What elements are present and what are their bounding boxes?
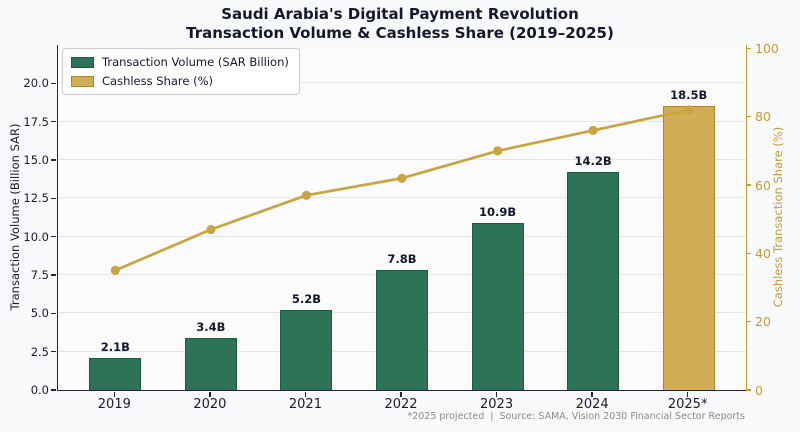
plot-area: 2.1B 3.4B 5.2B 7.8B 10.9B 14.2B 18.5B (57, 45, 747, 391)
right-tick-mark (746, 252, 751, 255)
right-tick-mark (746, 321, 751, 323)
x-tick-label: 2024 (575, 397, 609, 412)
gridline (58, 120, 746, 122)
legend-label-share: Cashless Share (%) (102, 74, 214, 88)
x-tick-label: 2021 (288, 397, 322, 412)
left-tick-mark (51, 236, 56, 238)
line-marker (206, 224, 216, 235)
x-tick-label: 2025* (667, 397, 708, 412)
bar-value-label: 10.9B (478, 204, 517, 219)
bar-2024 (567, 172, 620, 390)
right-tick-label: 40 (755, 245, 771, 261)
line-marker (301, 190, 311, 200)
left-tick-label: 5.0 (30, 306, 49, 321)
line-marker (588, 125, 598, 135)
left-tick-mark (51, 312, 56, 315)
left-tick-label: 0.0 (30, 383, 49, 397)
bar-value-label: 14.2B (574, 154, 612, 169)
right-tick-label: 20 (755, 314, 771, 330)
x-tick-mark (591, 392, 593, 397)
left-tick-mark (51, 351, 56, 353)
bar-value-label: 2.1B (100, 339, 130, 354)
right-tick-mark (746, 389, 751, 391)
x-tick-label: 2023 (480, 397, 514, 412)
left-tick-label: 2.5 (30, 344, 49, 359)
x-tick-mark (687, 392, 689, 397)
bar-value-label: 3.4B (196, 319, 226, 334)
legend: Transaction Volume (SAR Billion) Cashles… (62, 48, 300, 95)
left-tick-mark (51, 82, 56, 85)
left-tick-mark (51, 121, 56, 123)
x-tick-label: 2020 (193, 397, 227, 412)
right-tick-mark (746, 47, 751, 50)
chart-title: Saudi Arabia's Digital Payment Revolutio… (0, 5, 800, 43)
cashless-share-line (110, 105, 694, 275)
bar-2020 (184, 337, 237, 390)
right-tick-mark (746, 116, 751, 118)
bar-2022 (376, 270, 428, 390)
left-tick-mark (51, 197, 56, 200)
bar-value-label: 5.2B (291, 292, 321, 307)
bar-2021 (280, 310, 333, 390)
bar-2023 (471, 222, 524, 390)
right-tick-label: 0 (755, 382, 763, 398)
left-tick-mark (51, 389, 56, 391)
gridline (58, 159, 746, 160)
legend-row-volume: Transaction Volume (SAR Billion) (71, 55, 289, 69)
left-tick-mark (51, 159, 56, 161)
line-marker (397, 173, 407, 183)
x-tick-label: 2022 (384, 397, 418, 412)
bar-2025* (662, 106, 715, 390)
right-tick-label: 100 (755, 40, 779, 56)
right-tick-mark (746, 184, 751, 186)
x-tick-label: 2019 (97, 397, 131, 412)
line-path (114, 108, 689, 272)
left-tick-label: 12.5 (23, 191, 49, 206)
legend-row-share: Cashless Share (%) (71, 74, 289, 88)
left-tick-mark (51, 274, 56, 276)
legend-label-volume: Transaction Volume (SAR Billion) (102, 55, 289, 69)
line-marker (493, 146, 503, 156)
right-tick-label: 80 (755, 109, 771, 125)
source-note: *2025 projected | Source: SAMA, Vision 2… (407, 411, 745, 422)
x-tick-mark (113, 392, 115, 397)
legend-swatch-volume-icon (71, 56, 94, 68)
bar-2019 (89, 357, 142, 390)
gridline (58, 235, 746, 237)
x-tick-mark (209, 392, 211, 397)
chart-title-line1: Saudi Arabia's Digital Payment Revolutio… (221, 5, 579, 23)
line-marker (110, 265, 120, 275)
bar-value-label: 18.5B (670, 88, 708, 103)
right-tick-label: 60 (755, 177, 771, 193)
left-tick-label: 15.0 (23, 153, 49, 167)
left-tick-label: 20.0 (23, 76, 49, 91)
left-axis-title: Transaction Volume (Billion SAR) (8, 123, 22, 311)
bar-value-label: 7.8B (387, 252, 417, 267)
left-tick-label: 7.5 (30, 268, 49, 282)
x-tick-mark (495, 392, 498, 397)
x-tick-mark (304, 392, 307, 397)
gridline (58, 197, 746, 199)
right-axis-title: Cashless Transaction Share (%) (771, 126, 785, 308)
chart-title-line2: Transaction Volume & Cashless Share (201… (186, 24, 614, 42)
left-tick-label: 17.5 (23, 114, 49, 129)
line-marker (684, 105, 694, 115)
left-tick-label: 10.0 (23, 229, 49, 244)
legend-swatch-share-icon (71, 75, 94, 87)
x-tick-mark (400, 392, 402, 397)
gridline (58, 82, 746, 84)
